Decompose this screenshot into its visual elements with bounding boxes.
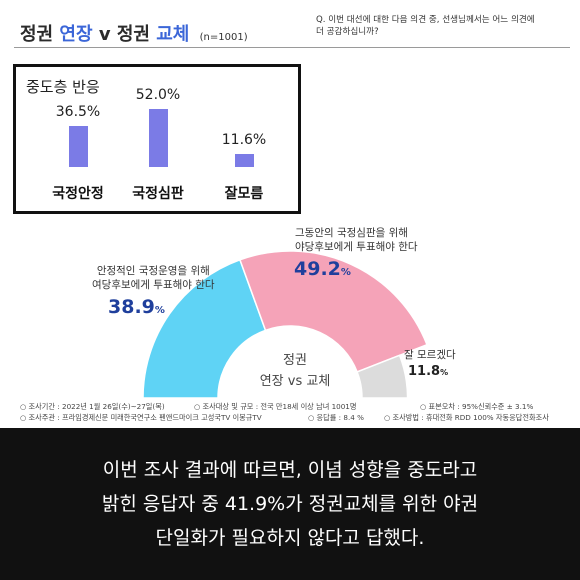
- donut-label-right: 잘 모르겠다: [404, 348, 456, 362]
- donut-value-top: 49.2%: [294, 258, 351, 280]
- bar-category-label: 국정심판: [132, 186, 184, 202]
- footnote-response: ○ 응답률 : 8.4 %: [308, 413, 364, 422]
- donut-label-top: 그동안의 국정심판을 위해 야당후보에게 투표해야 한다: [295, 226, 418, 254]
- bar-value-label: 11.6%: [221, 132, 267, 149]
- slice-ruling-party: [142, 258, 267, 399]
- footnote-period: ○ 조사기간 : 2022년 1월 26일(수)~27일(목): [20, 402, 165, 411]
- label-line: 여당후보에게 투표해야 한다: [92, 279, 215, 291]
- value-number: 11.8: [408, 364, 441, 379]
- donut-center-title: 정권: [283, 353, 307, 368]
- footnote-host: ○ 조사주관 : 프라임경제신문 미래한국연구소 펜앤드마이크 고성국TV 이봉…: [20, 413, 262, 422]
- sample-size: (n=1001): [199, 32, 248, 43]
- question-line: Q. 이번 대선에 대한 다음 의견 중, 선생님께서는 어느 의견에: [316, 15, 535, 25]
- caption-line: 단일화가 필요하지 않다고 답했다.: [155, 527, 425, 549]
- value-unit: %: [440, 368, 449, 377]
- donut-center-subtitle: 연장 vs 교체: [259, 374, 331, 389]
- bar-3: [234, 154, 254, 167]
- header: 정권 연장 v 정권 교체 (n=1001) Q. 이번 대선에 대한 다음 의…: [0, 0, 580, 58]
- moderate-chart-title: 중도층 반응: [26, 78, 100, 96]
- value-number: 49.2: [294, 258, 341, 280]
- moderate-chart-box: 중도층 반응 36.5% 국정안정 52.0% 국정심판 11.6% 잘모름: [13, 64, 301, 214]
- label-line: 그동안의 국정심판을 위해: [295, 227, 408, 239]
- value-number: 38.9: [108, 296, 155, 318]
- title-part: 교체: [156, 24, 190, 45]
- donut-chart: [142, 250, 428, 399]
- header-divider: [14, 47, 570, 48]
- caption-line: 밝힌 응답자 중 41.9%가 정권교체를 위한 야권: [101, 493, 479, 515]
- page-title: 정권 연장 v 정권 교체 (n=1001): [20, 20, 248, 46]
- bar-2: [148, 109, 168, 167]
- bar-category-label: 잘모름: [224, 186, 264, 202]
- title-part: v: [98, 24, 111, 45]
- bar-category-label: 국정안정: [52, 186, 104, 202]
- title-part: 정권: [20, 24, 54, 45]
- question-line: 더 공감하십니까?: [316, 27, 379, 37]
- value-unit: %: [340, 267, 351, 278]
- footnote-method: ○ 조사방법 : 휴대전화 RDD 100% 자동응답전화조사: [384, 413, 549, 422]
- title-part: 정권: [116, 24, 150, 45]
- footnote-target: ○ 조사대상 및 규모 : 전국 만18세 이상 남녀 1001명: [194, 402, 357, 411]
- slice-dont-know: [356, 354, 409, 399]
- label-line: 안정적인 국정운영을 위해: [96, 265, 210, 277]
- survey-question: Q. 이번 대선에 대한 다음 의견 중, 선생님께서는 어느 의견에 더 공감…: [316, 14, 570, 38]
- bar-value-label: 52.0%: [135, 87, 181, 103]
- slice-opposition: [238, 250, 428, 373]
- bar-value-label: 36.5%: [55, 104, 101, 121]
- donut-value-left: 38.9%: [108, 296, 165, 318]
- label-line: 야당후보에게 투표해야 한다: [295, 241, 418, 253]
- donut-value-right: 11.8%: [408, 364, 448, 379]
- donut-label-left: 안정적인 국정운영을 위해 여당후보에게 투표해야 한다: [92, 264, 215, 292]
- bar-1: [68, 126, 88, 167]
- donut-slices: [142, 250, 428, 399]
- footnote-margin: ○ 표본오차 : 95%신뢰수준 ± 3.1%: [420, 402, 534, 411]
- caption-line: 이번 조사 결과에 따르면, 이념 성향을 중도라고: [102, 459, 478, 481]
- value-unit: %: [154, 305, 165, 316]
- title-part: 연장: [59, 24, 93, 45]
- label-line: 잘 모르겠다: [404, 349, 456, 361]
- caption-box: 이번 조사 결과에 따르면, 이념 성향을 중도라고 밝힌 응답자 중 41.9…: [0, 428, 580, 580]
